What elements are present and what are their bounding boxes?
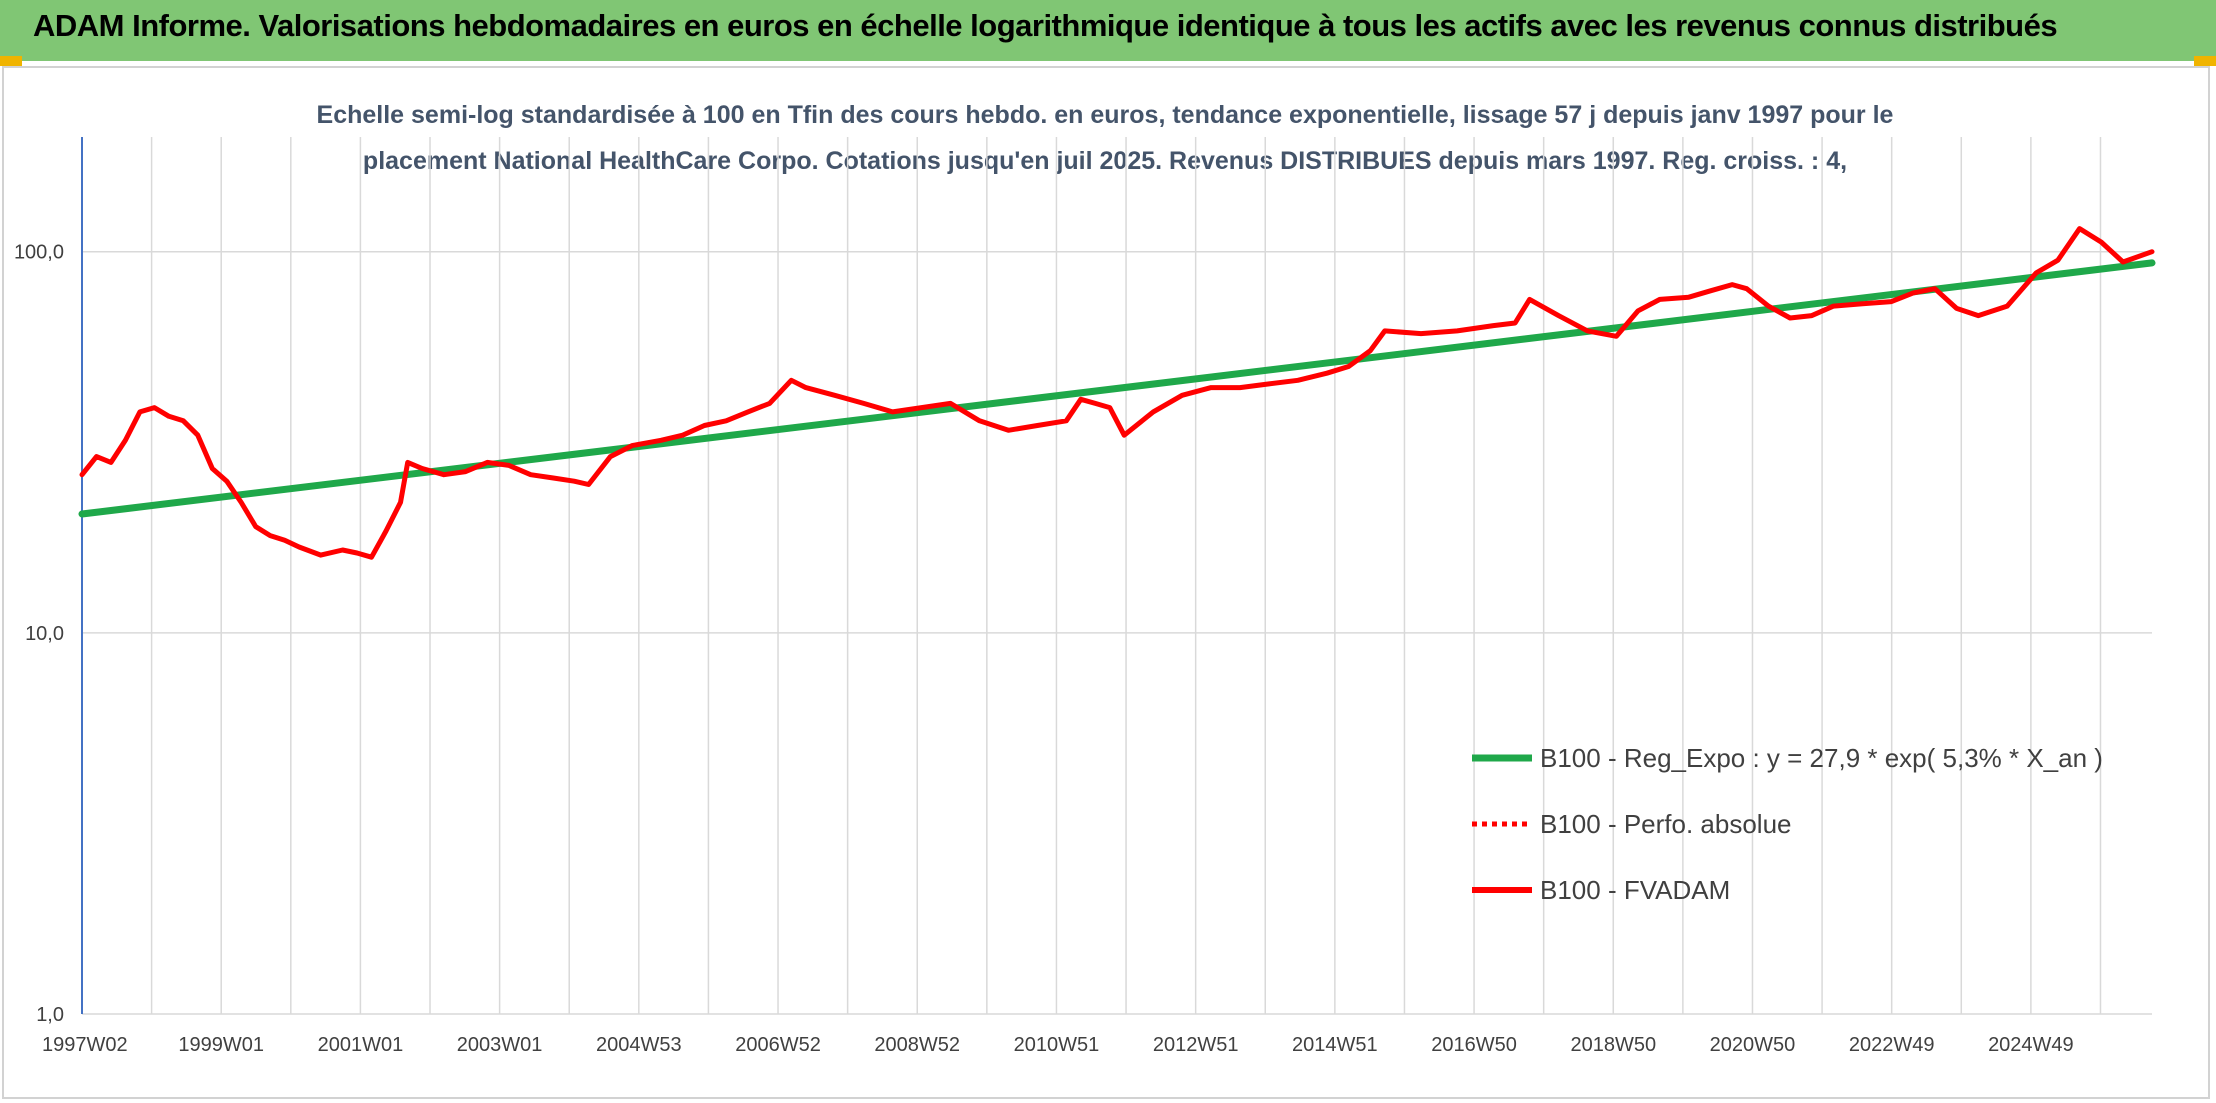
x-tick-label: 2018W50 <box>1570 1034 1656 1056</box>
x-tick-label: 2024W49 <box>1988 1034 2074 1056</box>
x-tick-label: 2003W01 <box>457 1034 543 1056</box>
header-banner: ADAM Informe. Valorisations hebdomadaire… <box>0 0 2216 61</box>
regression-line <box>78 259 2156 518</box>
corner-mark-right <box>2194 56 2216 66</box>
x-tick-label: 1997W02 <box>42 1034 128 1056</box>
y-tick-label: 1,0 <box>36 1004 64 1026</box>
chart-subtitle-line-1: Echelle semi-log standardisée à 100 en T… <box>317 101 1894 129</box>
x-tick-label: 2004W53 <box>596 1034 682 1056</box>
y-tick-label: 100,0 <box>14 242 64 264</box>
grid <box>81 137 2152 1015</box>
x-tick-label: 2016W50 <box>1431 1034 1517 1056</box>
x-tick-label: 2001W01 <box>318 1034 404 1056</box>
x-tick-label: 2014W51 <box>1292 1034 1378 1056</box>
series <box>78 226 2156 560</box>
legend-label: B100 - FVADAM <box>1540 875 1730 905</box>
x-tick-label: 2020W50 <box>1710 1034 1796 1056</box>
corner-mark-left <box>0 56 22 66</box>
page-title: ADAM Informe. Valorisations hebdomadaire… <box>33 8 2058 43</box>
axes: 1,0 10,0 100,0 1997W02 1999W01 2001W01 2003W01… <box>14 137 2074 1056</box>
legend-label: B100 - Perfo. absolue <box>1540 809 1792 839</box>
x-tick-label: 2010W51 <box>1014 1034 1100 1056</box>
x-tick-label: 1999W01 <box>178 1034 264 1056</box>
legend: B100 - Reg_Expo : y = 27,9 * exp( 5,3% *… <box>1472 743 2103 905</box>
x-tick-label: 2006W52 <box>735 1034 821 1056</box>
y-tick-label: 10,0 <box>25 623 64 645</box>
x-tick-label: 2022W49 <box>1849 1034 1935 1056</box>
x-tick-label: 2012W51 <box>1153 1034 1239 1056</box>
legend-label: B100 - Reg_Expo : y = 27,9 * exp( 5,3% *… <box>1540 743 2103 773</box>
fvadam-line <box>79 226 2155 560</box>
chart-frame <box>2 66 2210 1099</box>
x-tick-label: 2008W52 <box>874 1034 960 1056</box>
chart-subtitle-line-2: placement National HealthCare Corpo. Cot… <box>363 147 1847 175</box>
